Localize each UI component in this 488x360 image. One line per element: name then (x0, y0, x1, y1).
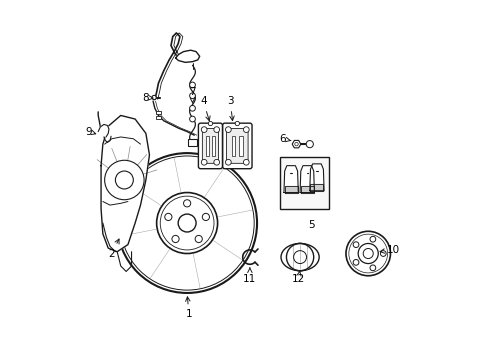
Circle shape (189, 116, 195, 122)
Text: 3: 3 (226, 96, 234, 121)
Circle shape (208, 121, 212, 126)
Circle shape (201, 159, 206, 165)
Polygon shape (101, 116, 149, 252)
Bar (211, 136, 214, 156)
Bar (156, 111, 161, 114)
Circle shape (189, 93, 195, 99)
FancyBboxPatch shape (226, 129, 247, 163)
Text: 5: 5 (308, 220, 315, 230)
Circle shape (363, 248, 372, 258)
Circle shape (117, 153, 257, 293)
Text: 12: 12 (291, 271, 305, 284)
Circle shape (225, 127, 231, 132)
Bar (187, 139, 197, 146)
Bar (280, 157, 328, 209)
FancyBboxPatch shape (202, 129, 218, 163)
Polygon shape (300, 166, 314, 193)
Polygon shape (309, 164, 324, 191)
Text: 1: 1 (185, 297, 192, 319)
Circle shape (189, 82, 195, 88)
Polygon shape (300, 186, 313, 193)
Circle shape (305, 140, 313, 148)
Text: 10: 10 (379, 245, 399, 255)
Circle shape (369, 265, 375, 271)
Circle shape (156, 193, 217, 253)
Circle shape (346, 231, 389, 276)
Circle shape (172, 235, 179, 243)
Circle shape (380, 251, 386, 256)
Circle shape (152, 95, 156, 100)
Polygon shape (284, 186, 297, 193)
Circle shape (178, 214, 196, 232)
Circle shape (202, 213, 209, 221)
Bar (231, 136, 235, 156)
Polygon shape (310, 184, 323, 191)
Text: 2: 2 (108, 239, 119, 258)
Circle shape (189, 105, 195, 111)
FancyBboxPatch shape (198, 123, 222, 169)
Text: 9: 9 (85, 127, 96, 136)
Circle shape (225, 159, 231, 165)
Circle shape (286, 243, 313, 271)
Text: 7: 7 (189, 87, 195, 103)
Text: 4: 4 (200, 96, 210, 121)
Circle shape (369, 236, 375, 242)
Circle shape (235, 121, 239, 126)
Circle shape (243, 127, 249, 132)
Bar (205, 136, 208, 156)
Text: 11: 11 (243, 268, 256, 284)
Polygon shape (98, 125, 109, 137)
FancyBboxPatch shape (222, 123, 251, 169)
Text: 8: 8 (142, 93, 153, 103)
Circle shape (352, 242, 358, 248)
Polygon shape (175, 50, 199, 62)
Circle shape (357, 243, 378, 264)
Circle shape (294, 143, 298, 146)
Circle shape (201, 127, 206, 132)
Circle shape (352, 260, 358, 265)
Circle shape (213, 127, 219, 132)
Circle shape (243, 159, 249, 165)
Circle shape (213, 159, 219, 165)
Circle shape (293, 251, 306, 264)
Polygon shape (284, 166, 298, 193)
Polygon shape (292, 140, 300, 148)
Circle shape (164, 213, 172, 221)
Text: 6: 6 (278, 134, 290, 144)
Circle shape (115, 171, 133, 189)
Circle shape (183, 200, 190, 207)
Bar (156, 116, 161, 119)
Circle shape (195, 235, 202, 243)
Circle shape (104, 160, 144, 200)
Bar (239, 136, 243, 156)
Ellipse shape (281, 243, 319, 271)
